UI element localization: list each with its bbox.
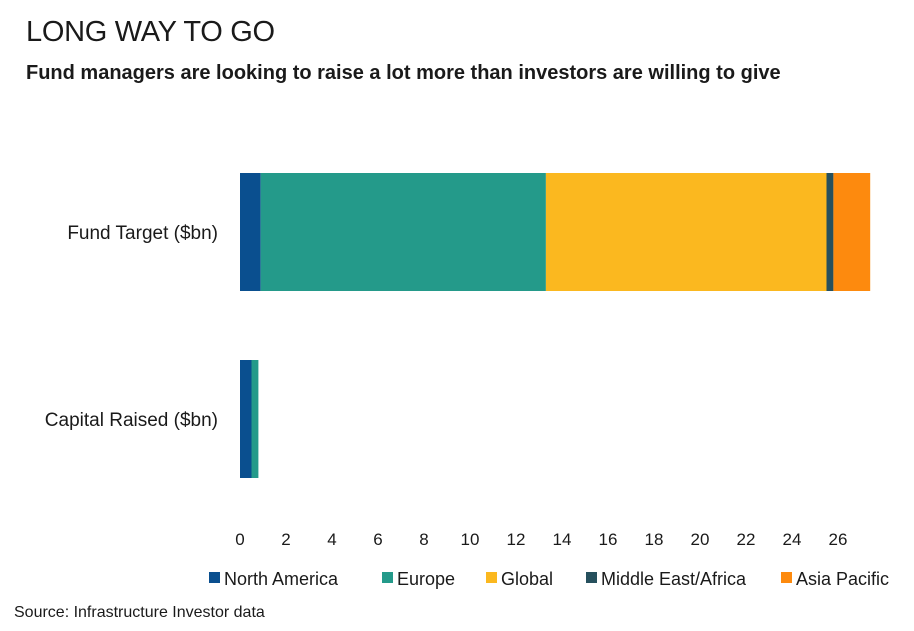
bars-layer [240, 173, 871, 478]
x-tick-label: 18 [645, 530, 664, 549]
category-label: Capital Raised ($bn) [45, 410, 218, 431]
bar-1-europe [251, 360, 259, 478]
x-tick-label: 8 [419, 530, 428, 549]
legend-label: Europe [397, 569, 455, 589]
legend-swatch [486, 572, 497, 583]
legend-swatch [382, 572, 393, 583]
legend-label: Global [501, 569, 553, 589]
bar-0-global [545, 173, 827, 291]
legend-swatch [209, 572, 220, 583]
x-tick-label: 12 [507, 530, 526, 549]
chart-title: LONG WAY TO GO [26, 16, 275, 48]
bar-0-north-america [240, 173, 261, 291]
x-tick-label: 20 [691, 530, 710, 549]
x-tick-label: 2 [281, 530, 290, 549]
x-tick-label: 4 [327, 530, 336, 549]
x-tick-label: 14 [553, 530, 572, 549]
x-tick-label: 26 [829, 530, 848, 549]
bar-1-north-america [240, 360, 252, 478]
x-axis-ticks: 0 2 4 6 8 10 12 14 16 18 20 22 24 26 [235, 530, 847, 549]
bar-0-europe [260, 173, 546, 291]
legend-swatch [586, 572, 597, 583]
category-labels: Fund Target ($bn) Capital Raised ($bn) [45, 223, 218, 431]
x-tick-label: 10 [461, 530, 480, 549]
legend-label: Middle East/Africa [601, 569, 747, 589]
source-note: Source: Infrastructure Investor data [14, 604, 265, 621]
chart-subtitle: Fund managers are looking to raise a lot… [26, 62, 781, 84]
bar-0-asia-pacific [833, 173, 871, 291]
category-label: Fund Target ($bn) [67, 223, 218, 244]
legend: North America Europe Global Middle East/Afr… [209, 569, 889, 589]
x-tick-label: 0 [235, 530, 244, 549]
legend-label: Asia Pacific [796, 569, 889, 589]
legend-label: North America [224, 569, 339, 589]
x-tick-label: 16 [599, 530, 618, 549]
bar-0-middle-east-africa [826, 173, 834, 291]
x-tick-label: 6 [373, 530, 382, 549]
legend-swatch [781, 572, 792, 583]
x-tick-label: 22 [737, 530, 756, 549]
x-tick-label: 24 [783, 530, 802, 549]
